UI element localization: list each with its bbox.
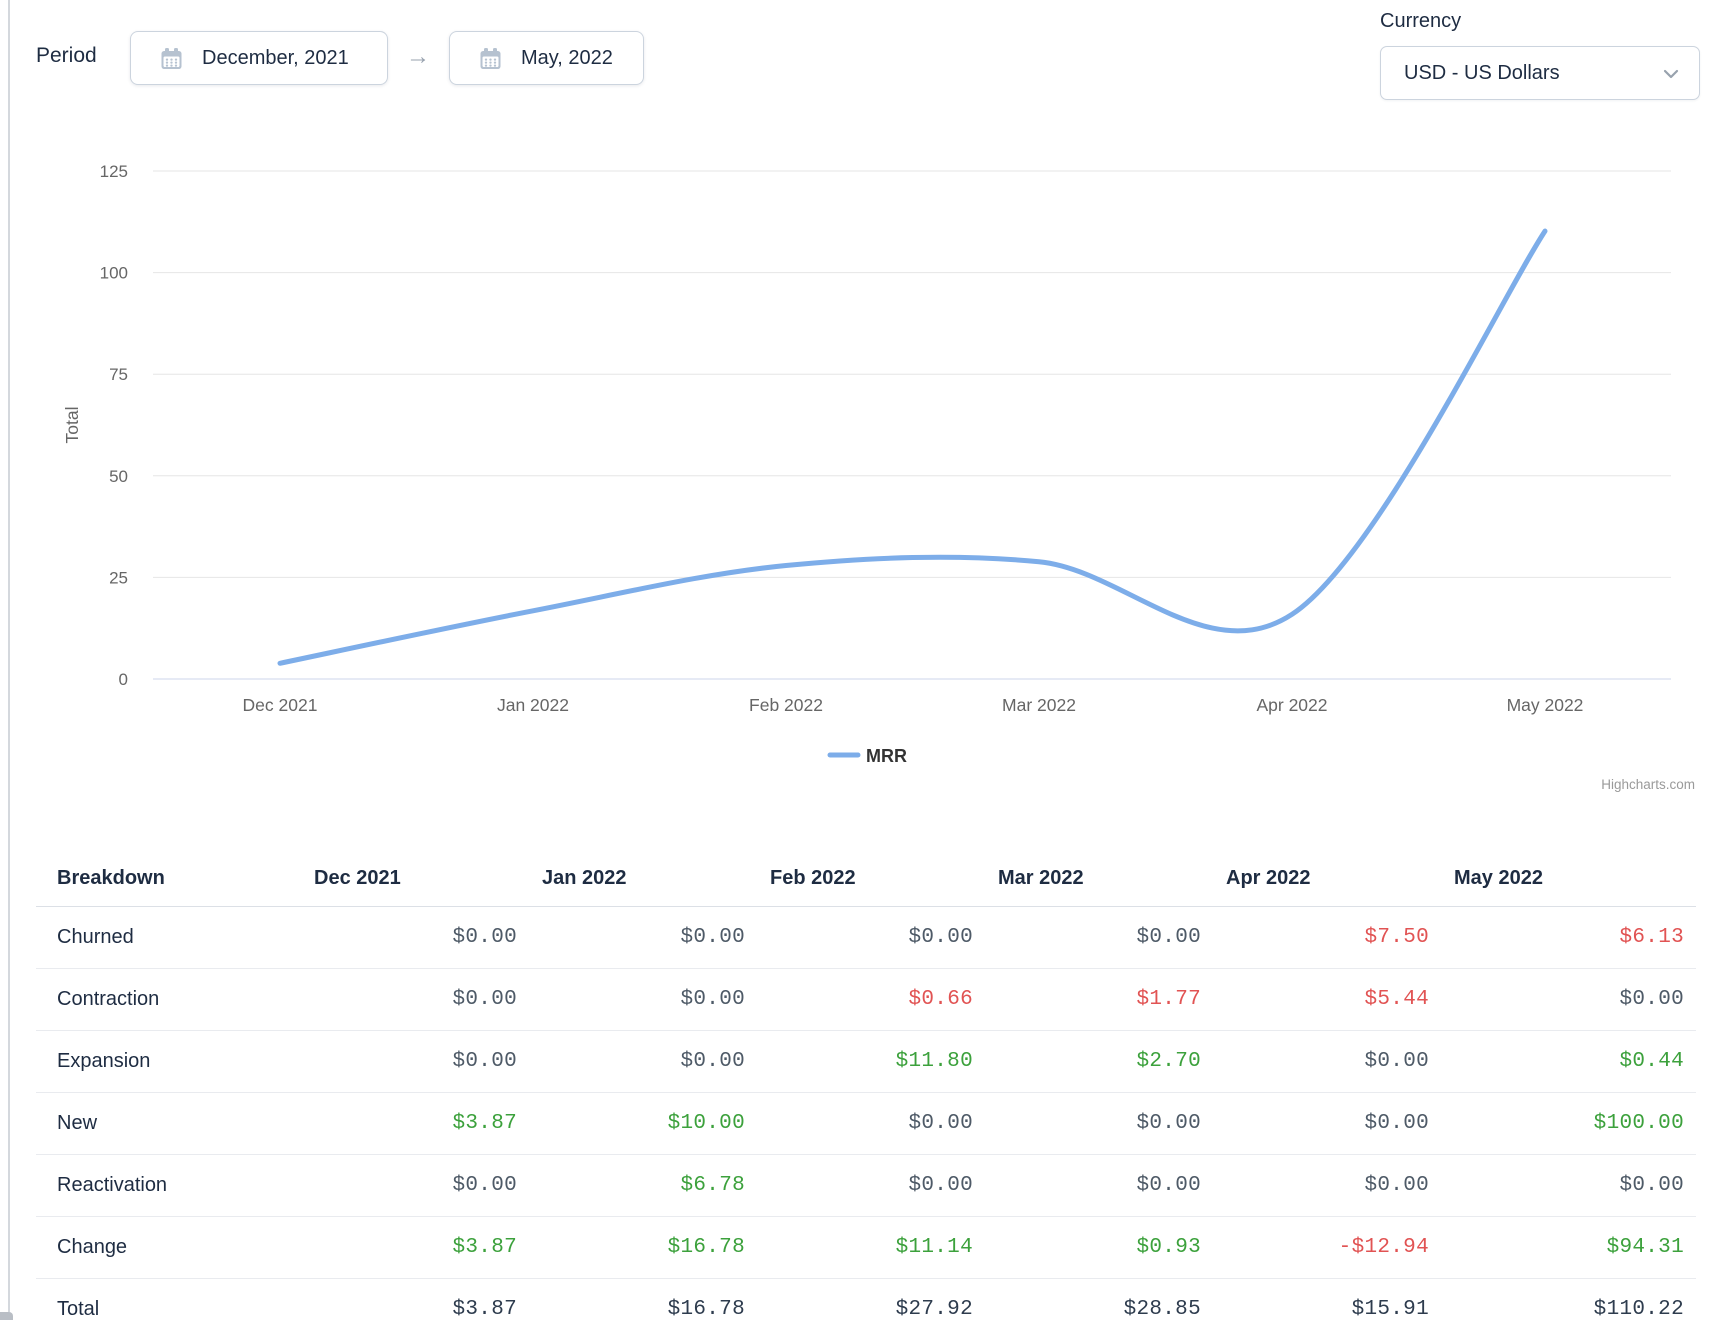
- calendar-icon: [478, 46, 503, 71]
- value-cell: $0.00: [529, 1031, 757, 1093]
- legend-item-mrr[interactable]: MRR: [830, 746, 907, 766]
- month-column-header: May 2022: [1441, 851, 1696, 907]
- value-cell: $0.00: [985, 1155, 1213, 1217]
- period-end-button[interactable]: May, 2022: [449, 31, 644, 85]
- row-label: Reactivation: [36, 1155, 301, 1217]
- value-cell: $11.80: [757, 1031, 985, 1093]
- value-cell: $3.87: [301, 1217, 529, 1279]
- y-axis-tick-label: 0: [119, 670, 128, 689]
- x-axis-tick-label: Feb 2022: [749, 695, 823, 715]
- row-label: New: [36, 1093, 301, 1155]
- value-cell: $0.00: [757, 1093, 985, 1155]
- table-row-total: Total$3.87$16.78$27.92$28.85$15.91$110.2…: [36, 1279, 1696, 1340]
- x-axis-tick-label: Jan 2022: [497, 695, 569, 715]
- x-axis-tick-label: Mar 2022: [1002, 695, 1076, 715]
- row-label: Contraction: [36, 969, 301, 1031]
- value-cell: $16.78: [529, 1279, 757, 1340]
- value-cell: -$12.94: [1213, 1217, 1441, 1279]
- value-cell: $0.00: [985, 1093, 1213, 1155]
- value-cell: $0.00: [757, 1155, 985, 1217]
- table-row-churned: Churned$0.00$0.00$0.00$0.00$7.50$6.13: [36, 907, 1696, 969]
- period-start-button[interactable]: December, 2021: [130, 31, 388, 85]
- currency-select[interactable]: USD - US Dollars: [1380, 46, 1700, 100]
- value-cell: $100.00: [1441, 1093, 1696, 1155]
- value-cell: $0.00: [757, 907, 985, 969]
- value-cell: $0.00: [1213, 1155, 1441, 1217]
- x-axis-tick-label: Apr 2022: [1256, 695, 1327, 715]
- table-row-expansion: Expansion$0.00$0.00$11.80$2.70$0.00$0.44: [36, 1031, 1696, 1093]
- currency-label: Currency: [1380, 10, 1700, 33]
- period-label: Period: [36, 44, 97, 68]
- period-start-value: December, 2021: [202, 47, 379, 70]
- chevron-down-icon: [1663, 62, 1679, 85]
- value-cell: $2.70: [985, 1031, 1213, 1093]
- value-cell: $28.85: [985, 1279, 1213, 1340]
- legend-label: MRR: [866, 746, 907, 766]
- value-cell: $6.13: [1441, 907, 1696, 969]
- value-cell: $0.00: [1213, 1031, 1441, 1093]
- value-cell: $10.00: [529, 1093, 757, 1155]
- x-axis-tick-label: Dec 2021: [243, 695, 318, 715]
- mrr-line-chart: 0 25 50 75 100 125 Dec 2021 Jan 2022 Feb 2022 Mar…: [0, 130, 1728, 800]
- table-row-reactivation: Reactivation$0.00$6.78$0.00$0.00$0.00$0.…: [36, 1155, 1696, 1217]
- value-cell: $27.92: [757, 1279, 985, 1340]
- y-axis-tick-label: 25: [109, 568, 128, 587]
- arrow-right-icon: →: [404, 43, 432, 71]
- value-cell: $0.00: [301, 1155, 529, 1217]
- corner-widget-edge: [0, 1312, 13, 1320]
- y-axis-tick-label: 75: [109, 365, 128, 384]
- value-cell: $0.00: [301, 969, 529, 1031]
- breakdown-column-header: Breakdown: [36, 851, 301, 907]
- month-column-header: Apr 2022: [1213, 851, 1441, 907]
- y-axis-tick-label: 100: [100, 264, 128, 283]
- value-cell: $3.87: [301, 1279, 529, 1340]
- row-label: Expansion: [36, 1031, 301, 1093]
- value-cell: $0.00: [529, 969, 757, 1031]
- currency-selected-value: USD - US Dollars: [1404, 62, 1560, 85]
- table-row-change: Change$3.87$16.78$11.14$0.93-$12.94$94.3…: [36, 1217, 1696, 1279]
- mrr-series-line: [280, 231, 1545, 663]
- table-row-new: New$3.87$10.00$0.00$0.00$0.00$100.00: [36, 1093, 1696, 1155]
- month-column-header: Mar 2022: [985, 851, 1213, 907]
- y-axis-tick-label: 50: [109, 467, 128, 486]
- row-label: Total: [36, 1279, 301, 1340]
- value-cell: $0.00: [1441, 1155, 1696, 1217]
- row-label: Change: [36, 1217, 301, 1279]
- value-cell: $11.14: [757, 1217, 985, 1279]
- period-end-value: May, 2022: [521, 47, 643, 70]
- calendar-icon: [159, 46, 184, 71]
- month-column-header: Jan 2022: [529, 851, 757, 907]
- value-cell: $5.44: [1213, 969, 1441, 1031]
- y-axis-title: Total: [62, 407, 82, 444]
- value-cell: $7.50: [1213, 907, 1441, 969]
- y-axis-tick-label: 125: [100, 162, 128, 181]
- value-cell: $0.00: [529, 907, 757, 969]
- month-column-header: Dec 2021: [301, 851, 529, 907]
- value-cell: $0.44: [1441, 1031, 1696, 1093]
- value-cell: $16.78: [529, 1217, 757, 1279]
- highcharts-credit-link[interactable]: Highcharts.com: [1601, 777, 1695, 792]
- value-cell: $0.00: [1213, 1093, 1441, 1155]
- currency-block: Currency USD - US Dollars: [1380, 10, 1700, 100]
- row-label: Churned: [36, 907, 301, 969]
- value-cell: $0.00: [1441, 969, 1696, 1031]
- value-cell: $94.31: [1441, 1217, 1696, 1279]
- value-cell: $6.78: [529, 1155, 757, 1217]
- value-cell: $0.66: [757, 969, 985, 1031]
- value-cell: $15.91: [1213, 1279, 1441, 1340]
- value-cell: $0.00: [301, 907, 529, 969]
- filters-bar: Period December, 2021 →: [0, 0, 1728, 120]
- value-cell: $3.87: [301, 1093, 529, 1155]
- value-cell: $0.93: [985, 1217, 1213, 1279]
- value-cell: $0.00: [301, 1031, 529, 1093]
- value-cell: $110.22: [1441, 1279, 1696, 1340]
- month-column-header: Feb 2022: [757, 851, 985, 907]
- table-row-contraction: Contraction$0.00$0.00$0.66$1.77$5.44$0.0…: [36, 969, 1696, 1031]
- value-cell: $1.77: [985, 969, 1213, 1031]
- x-axis-tick-label: May 2022: [1507, 695, 1584, 715]
- value-cell: $0.00: [985, 907, 1213, 969]
